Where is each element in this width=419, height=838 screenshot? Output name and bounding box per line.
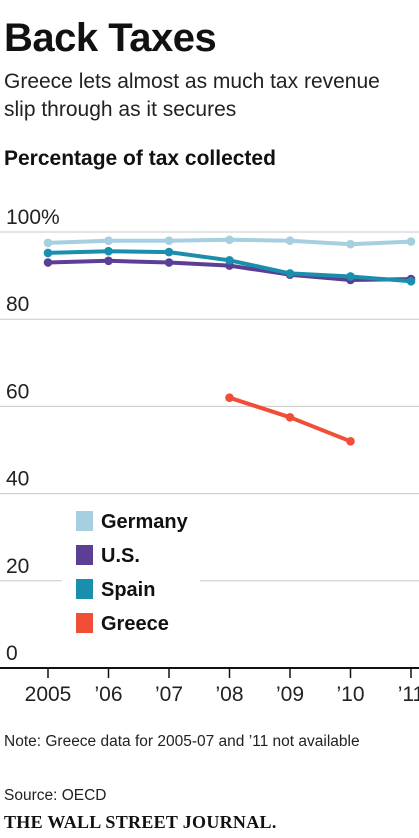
- line-chart: 100% 80 60 40 20 0 2005 ’06 ’07 ’08 ’09 ’10 ’11 Ger…: [0, 206, 419, 706]
- legend-label-spain: Spain: [101, 579, 155, 601]
- data-point-germany: [104, 236, 113, 246]
- publisher-logo: THE WALL STREET JOURNAL.: [4, 812, 277, 832]
- data-point-germany: [285, 236, 295, 246]
- data-point-germany: [225, 235, 234, 245]
- x-tick-label: ’09: [276, 683, 304, 706]
- y-axis-tick-labels: 100% 80 60 40 20 0: [6, 206, 60, 665]
- footnote: Note: Greece data for 2005-07 and ’11 no…: [4, 733, 360, 750]
- x-tick-label: 2005: [25, 683, 72, 706]
- x-tick-label: ’06: [94, 683, 122, 706]
- data-point-spain: [346, 272, 355, 281]
- legend-label-greece: Greece: [101, 613, 169, 635]
- data-point-germany: [43, 238, 53, 248]
- data-point-greece: [285, 413, 295, 422]
- series-lines: [43, 235, 416, 446]
- data-point-u-s: [43, 258, 53, 267]
- data-point-spain: [104, 246, 113, 256]
- y-tick-label: 0: [6, 642, 18, 665]
- data-point-spain: [43, 248, 53, 258]
- x-tick-label: ’08: [215, 683, 243, 706]
- y-tick-label: 80: [6, 293, 29, 316]
- data-point-germany: [164, 236, 174, 246]
- legend-label-u-s: U.S.: [101, 545, 140, 567]
- legend-swatch-greece: [76, 613, 93, 633]
- chart-title: Back Taxes: [4, 16, 217, 60]
- x-tick-label: ’11: [398, 683, 419, 706]
- legend-label-germany: Germany: [101, 511, 189, 533]
- data-point-u-s: [164, 258, 174, 267]
- chart-heading: Percentage of tax collected: [4, 147, 276, 170]
- data-point-germany: [406, 237, 416, 246]
- data-point-spain: [406, 276, 416, 286]
- legend-swatch-spain: [76, 579, 93, 599]
- source-note: Source: OECD: [4, 787, 107, 804]
- data-point-greece: [225, 393, 234, 402]
- y-tick-label: 40: [6, 468, 29, 491]
- data-point-germany: [346, 239, 355, 249]
- data-point-spain: [225, 256, 234, 265]
- legend: Germany U.S. Spain Greece: [76, 511, 189, 635]
- y-tick-label: 60: [6, 380, 29, 403]
- legend-swatch-germany: [76, 511, 93, 531]
- x-axis-tick-marks: [47, 668, 412, 678]
- x-axis-tick-labels: 2005 ’06 ’07 ’08 ’09 ’10 ’11: [25, 683, 419, 706]
- data-point-spain: [164, 247, 174, 257]
- x-tick-label: ’07: [155, 683, 183, 706]
- data-point-spain: [285, 269, 295, 278]
- legend-swatch-u-s: [76, 545, 93, 565]
- y-tick-label: 100%: [6, 206, 60, 229]
- chart-subtitle: Greece lets almost as much tax revenue s…: [4, 70, 380, 121]
- data-point-greece: [346, 436, 355, 446]
- x-tick-label: ’10: [336, 683, 364, 706]
- y-tick-label: 20: [6, 555, 29, 578]
- data-point-u-s: [104, 256, 113, 266]
